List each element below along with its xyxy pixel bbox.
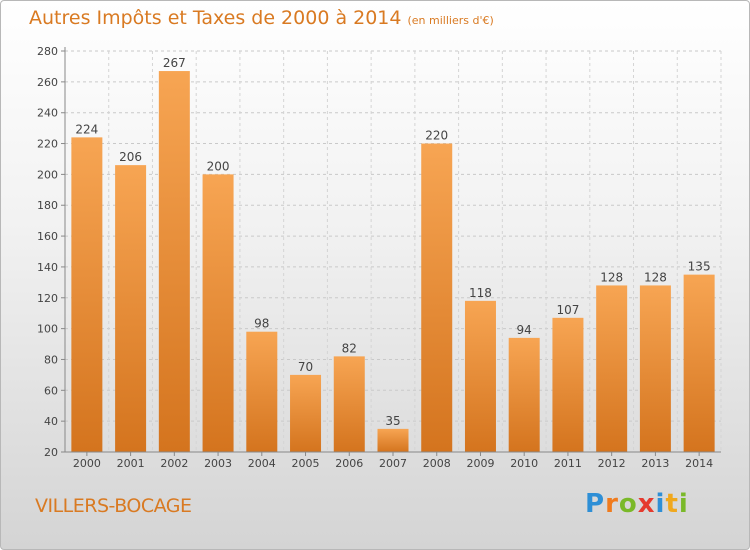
x-tick-label: 2014 xyxy=(685,457,713,470)
y-tick-label: 80 xyxy=(44,353,58,366)
value-label: 135 xyxy=(688,260,711,274)
value-label: 35 xyxy=(385,414,400,428)
bar-2009 xyxy=(464,300,496,452)
value-label: 98 xyxy=(254,317,269,331)
bar-2011 xyxy=(552,317,584,452)
x-tick-label: 2006 xyxy=(335,457,363,470)
value-label: 70 xyxy=(298,360,313,374)
value-label: 128 xyxy=(644,270,667,284)
value-label: 224 xyxy=(75,122,98,136)
y-tick-label: 260 xyxy=(37,76,58,89)
labels: 20 40 60 80 100 120 140 160 180 200 220 240 260 280 22… xyxy=(37,45,713,470)
value-label: 267 xyxy=(163,56,186,70)
value-label: 220 xyxy=(425,129,448,143)
bar-2001 xyxy=(115,165,147,452)
y-tick-label: 200 xyxy=(37,168,58,181)
x-tick-label: 2013 xyxy=(641,457,669,470)
value-label: 206 xyxy=(119,150,142,164)
bars xyxy=(71,71,715,453)
y-tick-label: 140 xyxy=(37,261,58,274)
bar-2013 xyxy=(639,285,671,452)
x-tick-label: 2004 xyxy=(248,457,276,470)
value-label: 107 xyxy=(556,303,579,317)
logo-letter: x xyxy=(637,489,656,519)
x-tick-label: 2000 xyxy=(73,457,101,470)
y-tick-label: 120 xyxy=(37,292,58,305)
value-label: 82 xyxy=(342,341,357,355)
logo-letter: P xyxy=(585,489,606,519)
logo-letter: r xyxy=(605,489,619,519)
x-tick-label: 2002 xyxy=(160,457,188,470)
y-tick-label: 20 xyxy=(44,446,58,459)
y-tick-label: 240 xyxy=(37,107,58,120)
logo-letter: i xyxy=(678,489,689,519)
bar-2006 xyxy=(333,356,365,452)
title-text: Autres Impôts et Taxes de 2000 à 2014 xyxy=(29,7,402,29)
x-tick-label: 2003 xyxy=(204,457,232,470)
value-label: 118 xyxy=(469,286,492,300)
place-name: VILLERS-BOCAGE xyxy=(35,495,192,517)
bar-2014 xyxy=(683,274,715,452)
logo-letter: o xyxy=(618,489,638,519)
x-tick-label: 2011 xyxy=(554,457,582,470)
proxiti-logo: Proxiti xyxy=(585,489,689,519)
y-tick-label: 100 xyxy=(37,323,58,336)
axes xyxy=(61,47,721,456)
y-tick-label: 60 xyxy=(44,384,58,397)
x-tick-label: 2001 xyxy=(117,457,145,470)
bar-2010 xyxy=(508,337,540,452)
value-label: 94 xyxy=(517,323,532,337)
x-tick-label: 2009 xyxy=(466,457,494,470)
x-tick-label: 2008 xyxy=(423,457,451,470)
y-tick-label: 160 xyxy=(37,230,58,243)
y-tick-label: 40 xyxy=(44,415,58,428)
bar-2008 xyxy=(421,143,453,453)
bar-2005 xyxy=(290,374,322,452)
chart-title: Autres Impôts et Taxes de 2000 à 2014 (en… xyxy=(29,7,494,29)
bar-2000 xyxy=(71,137,103,452)
x-tick-label: 2010 xyxy=(510,457,538,470)
bar-2007 xyxy=(377,428,409,452)
x-tick-label: 2012 xyxy=(598,457,626,470)
bar-2002 xyxy=(158,71,190,453)
bar-2003 xyxy=(202,174,234,452)
x-tick-label: 2005 xyxy=(292,457,320,470)
x-tick-label: 2007 xyxy=(379,457,407,470)
logo-letter: i xyxy=(655,489,666,519)
bar-2004 xyxy=(246,331,278,452)
y-tick-label: 280 xyxy=(37,45,58,58)
chart-subtitle: (en milliers d'€) xyxy=(407,14,494,27)
value-label: 128 xyxy=(600,270,623,284)
bar-2012 xyxy=(596,285,628,452)
y-tick-label: 220 xyxy=(37,138,58,151)
value-label: 200 xyxy=(207,159,230,173)
logo-letter: t xyxy=(665,489,679,519)
y-tick-label: 180 xyxy=(37,199,58,212)
